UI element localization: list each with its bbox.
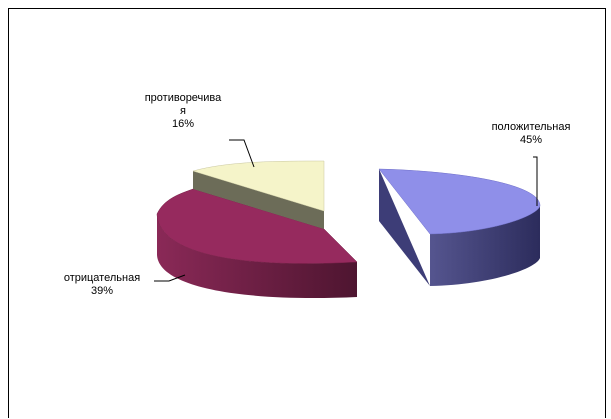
label-negative-name: отрицательная	[64, 272, 140, 284]
chart-frame: положительная 45% противоречива я 16% от…	[8, 8, 606, 418]
pie-slice-contradictory	[192, 160, 325, 229]
slice-negative-rim	[157, 214, 357, 299]
label-positive-value: 45%	[520, 134, 542, 146]
label-contradictory-value: 16%	[172, 118, 194, 130]
label-contradictory-name: противоречива	[145, 92, 222, 104]
slice-positive-top	[378, 168, 541, 235]
slice-positive-rim	[430, 206, 540, 286]
slice-positive-side	[379, 169, 430, 286]
leader-line-contradictory	[229, 139, 255, 168]
pie-slice-positive	[378, 168, 541, 286]
label-negative-value: 39%	[91, 285, 113, 297]
slice-negative-top	[156, 188, 358, 264]
slice-contradictory-side	[193, 171, 324, 229]
slice-contradictory-top	[192, 160, 325, 212]
pie-slice-negative	[156, 188, 358, 299]
pie-chart: положительная 45% противоречива я 16% от…	[64, 92, 571, 299]
leader-line-negative	[154, 274, 186, 282]
leader-line-positive	[533, 156, 538, 206]
label-contradictory-name-cont: я	[180, 105, 186, 117]
label-positive-name: положительная	[492, 121, 571, 133]
